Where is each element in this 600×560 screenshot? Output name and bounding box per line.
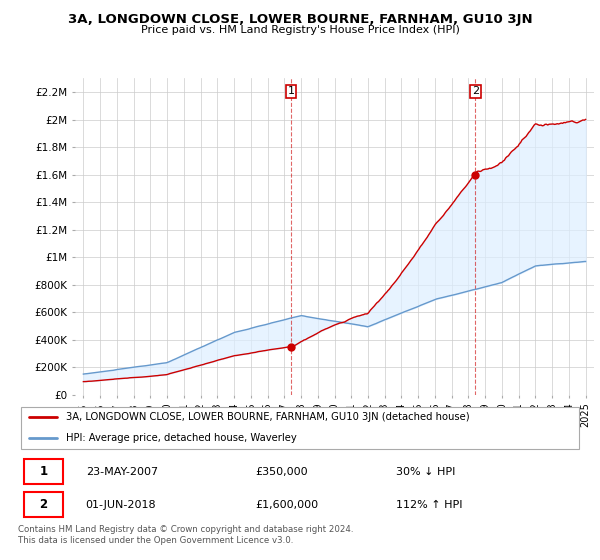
- Text: 3A, LONGDOWN CLOSE, LOWER BOURNE, FARNHAM, GU10 3JN: 3A, LONGDOWN CLOSE, LOWER BOURNE, FARNHA…: [68, 13, 532, 26]
- Text: £1,600,000: £1,600,000: [255, 500, 318, 510]
- FancyBboxPatch shape: [21, 407, 579, 449]
- Text: 23-MAY-2007: 23-MAY-2007: [86, 466, 158, 477]
- Text: 1: 1: [287, 86, 295, 96]
- Text: Contains HM Land Registry data © Crown copyright and database right 2024.
This d: Contains HM Land Registry data © Crown c…: [18, 525, 353, 545]
- Text: 01-JUN-2018: 01-JUN-2018: [86, 500, 157, 510]
- FancyBboxPatch shape: [23, 492, 63, 517]
- Text: HPI: Average price, detached house, Waverley: HPI: Average price, detached house, Wave…: [66, 433, 296, 444]
- Text: 112% ↑ HPI: 112% ↑ HPI: [396, 500, 463, 510]
- Text: £350,000: £350,000: [255, 466, 308, 477]
- Text: 3A, LONGDOWN CLOSE, LOWER BOURNE, FARNHAM, GU10 3JN (detached house): 3A, LONGDOWN CLOSE, LOWER BOURNE, FARNHA…: [66, 412, 470, 422]
- Text: 1: 1: [40, 465, 47, 478]
- Text: Price paid vs. HM Land Registry's House Price Index (HPI): Price paid vs. HM Land Registry's House …: [140, 25, 460, 35]
- FancyBboxPatch shape: [23, 459, 63, 484]
- Text: 2: 2: [40, 498, 47, 511]
- Text: 30% ↓ HPI: 30% ↓ HPI: [396, 466, 455, 477]
- Text: 2: 2: [472, 86, 479, 96]
